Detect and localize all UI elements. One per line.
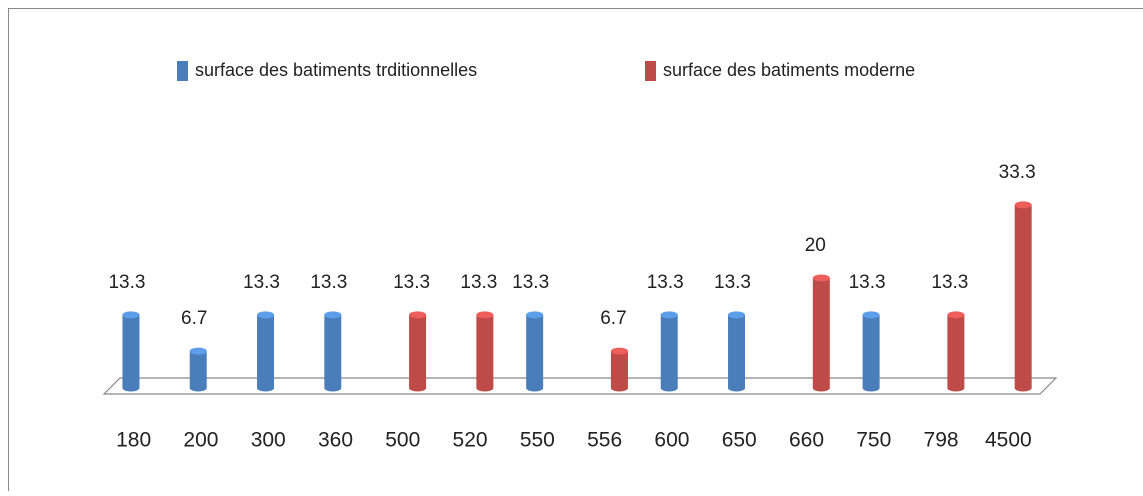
data-label: 13.3 [849, 272, 886, 293]
data-label: 13.3 [108, 272, 145, 293]
data-label: 13.3 [512, 272, 549, 293]
x-tick-label: 556 [587, 429, 622, 452]
x-tick-label: 798 [924, 429, 959, 452]
floor [104, 378, 1056, 394]
bar-top [476, 311, 493, 318]
bar [863, 315, 880, 392]
data-label: 13.3 [310, 272, 347, 293]
bar-top [813, 275, 830, 282]
data-label: 20 [805, 235, 826, 256]
bar-top [526, 311, 543, 318]
bar [324, 315, 341, 392]
bar [661, 315, 678, 392]
data-label: 6.7 [600, 308, 626, 329]
bar [813, 278, 830, 392]
bar-top [728, 311, 745, 318]
bar-top [611, 348, 628, 355]
data-label: 13.3 [647, 272, 684, 293]
legend-label: surface des batiments moderne [663, 60, 915, 80]
x-tick-label: 520 [453, 429, 488, 452]
data-label: 13.3 [931, 272, 968, 293]
x-tick-label: 650 [722, 429, 757, 452]
legend-label: surface des batiments trditionnelles [195, 60, 477, 80]
bar-top [1015, 201, 1032, 208]
data-label: 13.3 [460, 272, 497, 293]
legend-swatch [645, 61, 656, 81]
x-tick-label: 300 [251, 429, 286, 452]
x-tick-label: 550 [520, 429, 555, 452]
x-tick-label: 360 [318, 429, 353, 452]
bar [728, 315, 745, 392]
x-tick-label: 600 [654, 429, 689, 452]
bar [947, 315, 964, 392]
bar [122, 315, 139, 392]
x-tick-label: 200 [183, 429, 218, 452]
bar-top [947, 311, 964, 318]
data-label: 33.3 [999, 162, 1036, 183]
data-label: 13.3 [714, 272, 751, 293]
bar-top [863, 311, 880, 318]
x-tick-label: 750 [856, 429, 891, 452]
bar [526, 315, 543, 392]
bar [476, 315, 493, 392]
data-label: 13.3 [243, 272, 280, 293]
x-tick-label: 660 [789, 429, 824, 452]
bar-top [661, 311, 678, 318]
x-tick-label: 500 [385, 429, 420, 452]
bar-top [190, 348, 207, 355]
bar [257, 315, 274, 392]
data-label: 13.3 [393, 272, 430, 293]
x-tick-label: 180 [116, 429, 151, 452]
bar [409, 315, 426, 392]
bar [190, 351, 207, 391]
bar-top [257, 311, 274, 318]
legend-swatch [177, 61, 188, 81]
data-label: 6.7 [181, 308, 207, 329]
bar [1015, 205, 1032, 392]
x-tick-label: 4500 [985, 429, 1032, 452]
bar [611, 351, 628, 391]
bar-top [324, 311, 341, 318]
bar-top [409, 311, 426, 318]
bar-top [122, 311, 139, 318]
